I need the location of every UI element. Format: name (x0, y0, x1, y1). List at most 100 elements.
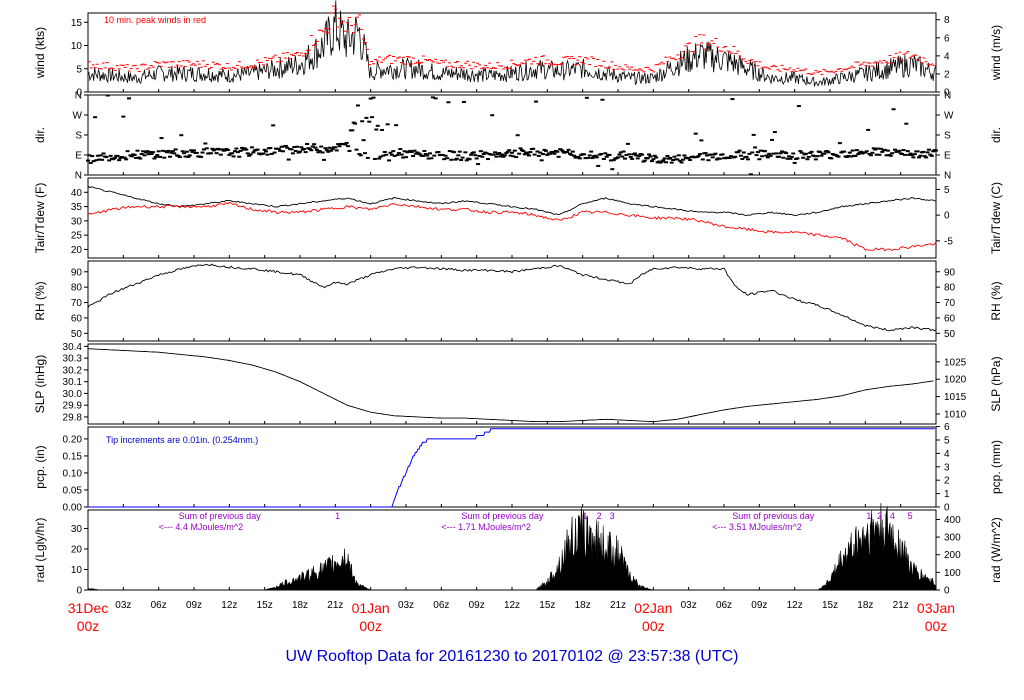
rad-left-tick-label: 30 (71, 524, 83, 535)
dir-left-tick-label: N (75, 171, 82, 182)
dir-point (422, 150, 426, 152)
dir-point (851, 150, 855, 152)
dir-point (767, 153, 771, 155)
dir-point (555, 151, 559, 153)
dir-point (531, 148, 535, 150)
dir-point (468, 158, 472, 160)
x-tick-label: 09z (751, 600, 767, 611)
dir-point (774, 152, 778, 154)
dir-point (918, 155, 922, 157)
dir-point (411, 155, 415, 157)
dir-point (781, 157, 785, 159)
dir-point (261, 153, 265, 155)
dir-point (321, 151, 325, 153)
dir-point (305, 143, 309, 145)
dir-point (155, 154, 159, 156)
dir-point (195, 152, 199, 154)
dir-point (185, 151, 189, 153)
dir-point (699, 139, 703, 141)
dir-point (181, 150, 185, 152)
dir-point (622, 151, 626, 153)
temp-left-axis-label: Tair/Tdew (F) (33, 183, 47, 254)
slp-right-tick-label: 1020 (944, 375, 967, 386)
dir-point (704, 152, 708, 154)
x-tick-label: 09z (469, 600, 485, 611)
dir-point (586, 157, 590, 159)
dir-point (109, 155, 113, 157)
dir-point (455, 158, 459, 160)
dir-point (234, 148, 238, 150)
dir-point (106, 94, 110, 96)
dir-point (870, 152, 874, 154)
x-tick-label: 21z (893, 600, 909, 611)
dir-point (665, 155, 669, 157)
dir-point (651, 158, 655, 160)
dir-point (104, 156, 108, 158)
dir-point (172, 152, 176, 154)
dir-point (670, 162, 674, 164)
dir-point (739, 155, 743, 157)
pcp-right-tick-label: 6 (944, 422, 950, 433)
rh-left-axis-label: RH (%) (33, 281, 47, 320)
dir-point (479, 150, 483, 152)
x-tick-label: 21z (327, 600, 343, 611)
x-tick-label: 03z (115, 600, 131, 611)
x-tick-label: 12z (504, 600, 520, 611)
dir-point (158, 156, 162, 158)
dir-point (718, 158, 722, 160)
dir-point (367, 121, 371, 123)
x-tick-label: 21z (610, 600, 626, 611)
dir-point (807, 156, 811, 158)
dir-point (721, 153, 725, 155)
dir-point (897, 150, 901, 152)
dir-point (475, 157, 479, 159)
dir-right-tick-label: E (944, 151, 951, 162)
dir-point (277, 148, 281, 150)
rad-peak-marker: 5 (908, 511, 913, 521)
dir-point (463, 151, 467, 153)
dir-point (459, 159, 463, 161)
dir-right-tick-label: S (944, 131, 951, 142)
pcp-right-tick-label: 0 (944, 503, 950, 514)
tair-series-line (88, 186, 936, 216)
dir-point (100, 159, 104, 161)
dir-point (107, 159, 111, 161)
dir-point (654, 157, 658, 159)
dir-point (608, 154, 612, 156)
dir-point (404, 156, 408, 158)
wind-right-tick-label: 4 (944, 51, 950, 62)
dir-point (319, 146, 323, 148)
dir-point (814, 158, 818, 160)
dir-point (664, 161, 668, 163)
dir-point (784, 152, 788, 154)
dir-point (582, 153, 586, 155)
dir-point (610, 168, 614, 170)
dir-point (752, 134, 756, 136)
dir-point (391, 150, 395, 152)
dir-point (355, 149, 359, 151)
dir-point (585, 97, 589, 99)
dir-point (362, 139, 366, 141)
dir-point (273, 152, 277, 154)
rh-left-tick-label: 70 (71, 298, 83, 309)
dir-point (927, 149, 931, 151)
dir-point (770, 139, 774, 141)
dir-point (126, 150, 130, 152)
x-tick-label: 03z (681, 600, 697, 611)
dir-point (714, 153, 718, 155)
dir-point (364, 117, 368, 119)
dir-point (400, 154, 404, 156)
dir-point (304, 151, 308, 153)
dir-point (757, 158, 761, 160)
dir-point (534, 101, 538, 103)
dir-point (893, 149, 897, 151)
chart-title: UW Rooftop Data for 20161230 to 20170102… (0, 648, 1024, 666)
rh-right-tick-label: 60 (944, 313, 956, 324)
slp-left-axis-label: SLP (inHg) (33, 355, 47, 413)
slp-right-axis-label: SLP (hPa) (989, 356, 1003, 411)
dir-point (557, 156, 561, 158)
rad-peak-marker: 3 (610, 511, 615, 521)
dir-point (730, 98, 734, 100)
dir-point (171, 150, 175, 152)
dir-point (116, 155, 120, 157)
